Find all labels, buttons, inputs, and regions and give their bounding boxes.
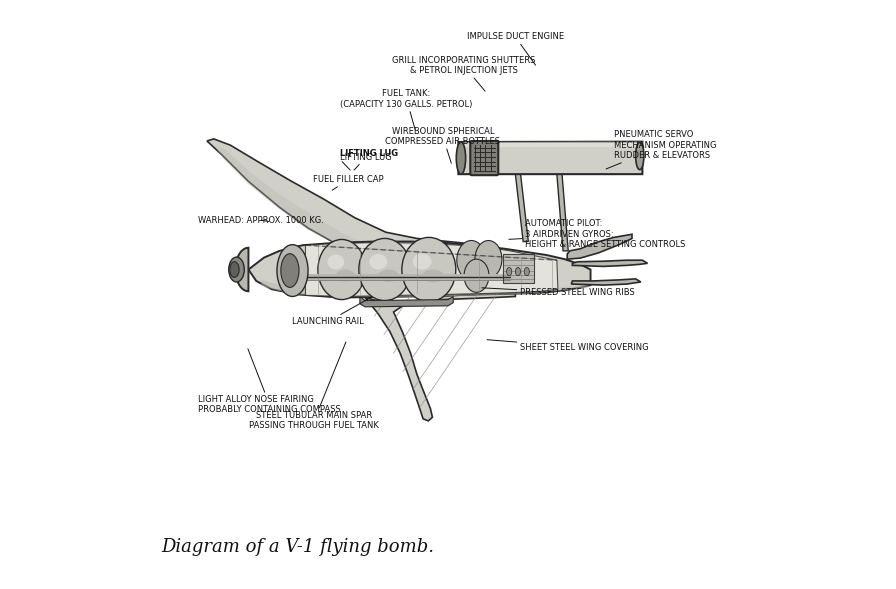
Ellipse shape: [464, 259, 489, 292]
Ellipse shape: [457, 240, 486, 280]
Polygon shape: [573, 260, 648, 266]
Polygon shape: [262, 280, 588, 297]
Polygon shape: [459, 141, 642, 174]
Text: IMPULSE DUCT ENGINE: IMPULSE DUCT ENGINE: [467, 32, 564, 65]
Ellipse shape: [402, 237, 456, 302]
Ellipse shape: [318, 240, 366, 300]
Ellipse shape: [506, 267, 512, 276]
Text: FUEL TANK:
(CAPACITY 130 GALLS. PETROL): FUEL TANK: (CAPACITY 130 GALLS. PETROL): [340, 90, 473, 130]
Ellipse shape: [456, 142, 466, 174]
Ellipse shape: [422, 270, 444, 282]
Polygon shape: [215, 146, 370, 245]
Polygon shape: [236, 248, 248, 292]
Text: Diagram of a V-1 flying bomb.: Diagram of a V-1 flying bomb.: [161, 538, 435, 556]
Polygon shape: [572, 279, 641, 285]
Text: LIGHT ALLOY NOSE FAIRING
PROBABLY CONTAINING COMPASS: LIGHT ALLOY NOSE FAIRING PROBABLY CONTAI…: [198, 349, 340, 414]
Ellipse shape: [475, 240, 502, 278]
Ellipse shape: [413, 253, 432, 270]
Text: WARHEAD: APPROX. 1000 KG.: WARHEAD: APPROX. 1000 KG.: [198, 216, 324, 225]
Ellipse shape: [524, 267, 530, 276]
Ellipse shape: [359, 239, 410, 300]
Text: PRESSED STEEL WING RIBS: PRESSED STEEL WING RIBS: [482, 288, 634, 297]
Ellipse shape: [277, 244, 308, 296]
Ellipse shape: [327, 254, 344, 270]
Ellipse shape: [228, 257, 245, 282]
Text: AUTOMATIC PILOT:
3 AIRDRIVEN GYROS:
HEIGHT & RANGE SETTING CONTROLS: AUTOMATIC PILOT: 3 AIRDRIVEN GYROS: HEIG…: [509, 219, 685, 249]
Ellipse shape: [369, 254, 387, 270]
FancyBboxPatch shape: [503, 254, 534, 283]
Text: LIFTING LUG: LIFTING LUG: [340, 149, 399, 158]
Text: WIREBOUND SPHERICAL
COMPRESSED AIR BOTTLES: WIREBOUND SPHERICAL COMPRESSED AIR BOTTL…: [385, 127, 500, 163]
Polygon shape: [567, 234, 632, 259]
Ellipse shape: [378, 270, 399, 282]
Polygon shape: [360, 296, 453, 307]
Polygon shape: [207, 139, 479, 247]
Text: GRILL INCORPORATING SHUTTERS
& PETROL INJECTION JETS: GRILL INCORPORATING SHUTTERS & PETROL IN…: [392, 56, 535, 91]
Polygon shape: [306, 243, 558, 296]
Text: FUEL FILLER CAP: FUEL FILLER CAP: [314, 175, 383, 190]
Ellipse shape: [229, 262, 239, 277]
Ellipse shape: [635, 143, 644, 170]
Ellipse shape: [336, 270, 355, 282]
Text: SHEET STEEL WING COVERING: SHEET STEEL WING COVERING: [487, 340, 648, 352]
Polygon shape: [459, 141, 642, 147]
Ellipse shape: [280, 254, 299, 287]
Text: PNEUMATIC SERVO
MECHANISM OPERATING
RUDDER & ELEVATORS: PNEUMATIC SERVO MECHANISM OPERATING RUDD…: [606, 130, 717, 169]
Polygon shape: [248, 241, 590, 297]
Polygon shape: [515, 174, 529, 241]
Text: LIFTING LUG: LIFTING LUG: [340, 153, 392, 170]
Ellipse shape: [515, 267, 521, 276]
Polygon shape: [556, 174, 568, 251]
Text: STEEL TUBULAR MAIN SPAR
PASSING THROUGH FUEL TANK: STEEL TUBULAR MAIN SPAR PASSING THROUGH …: [249, 342, 379, 430]
Polygon shape: [365, 293, 515, 421]
Text: LAUNCHING RAIL: LAUNCHING RAIL: [292, 297, 372, 326]
FancyBboxPatch shape: [470, 141, 498, 175]
